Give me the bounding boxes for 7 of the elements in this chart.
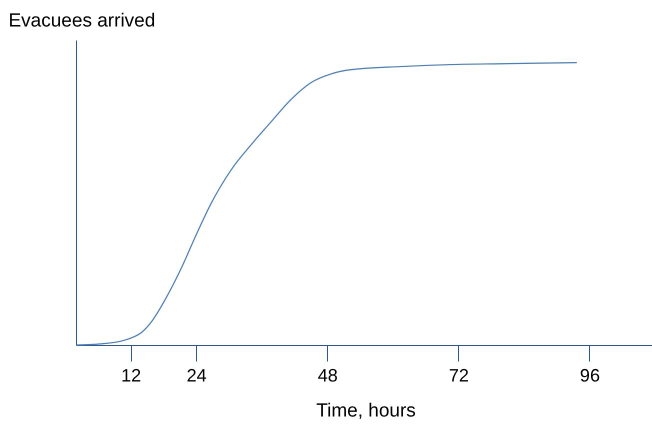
x-tick-label: 24 bbox=[186, 366, 207, 386]
x-tick-label: 12 bbox=[121, 366, 142, 386]
x-tick-label: 72 bbox=[448, 366, 469, 386]
x-tick-label: 96 bbox=[580, 366, 600, 386]
x-axis-title: Time, hours bbox=[316, 400, 416, 422]
y-axis-title: Evacuees arrived bbox=[8, 10, 156, 32]
x-tick-label: 48 bbox=[318, 366, 338, 386]
